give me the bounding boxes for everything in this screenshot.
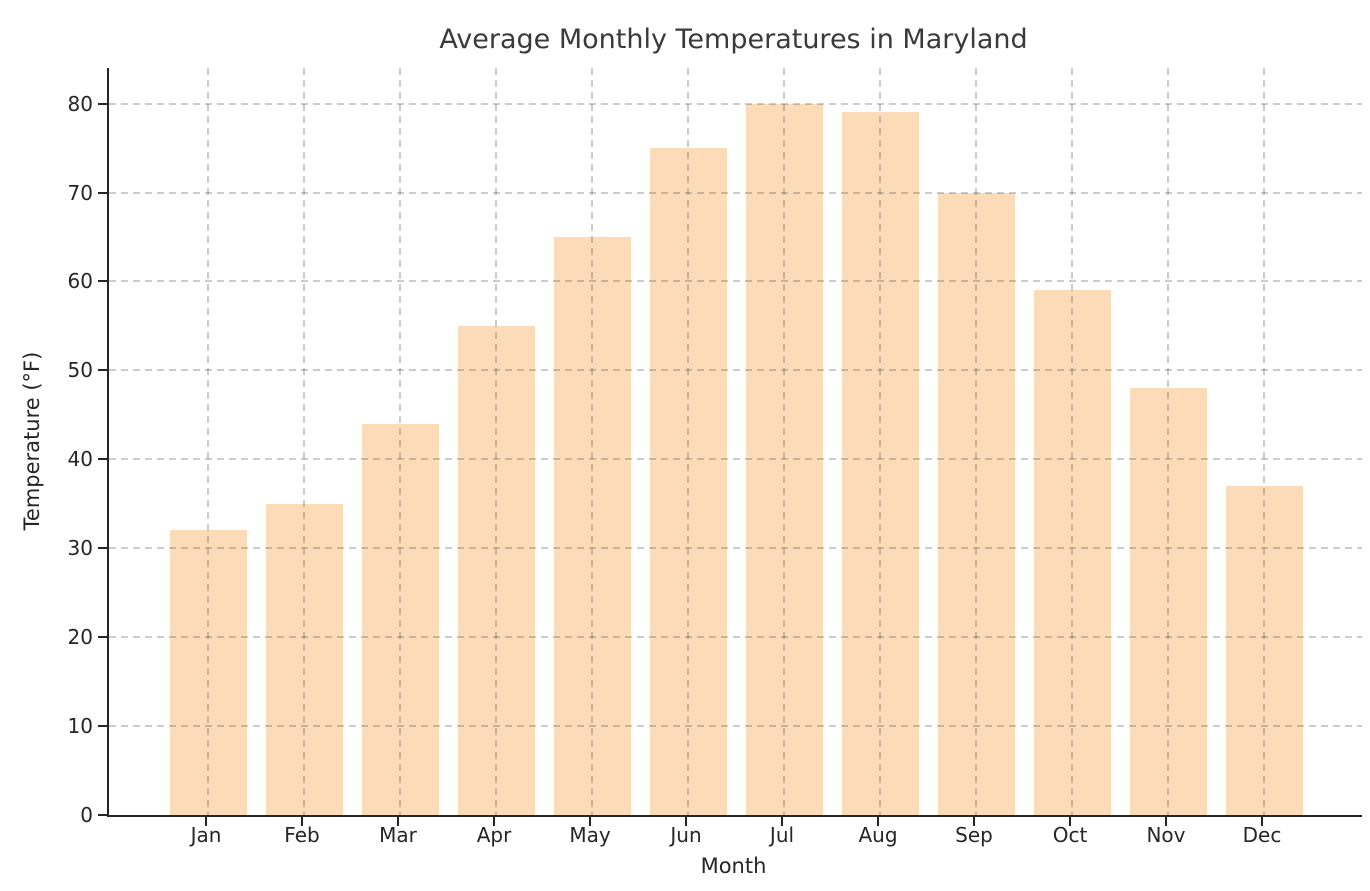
x-tick-mark-apr <box>493 817 495 826</box>
v-gridline-jan <box>207 68 209 815</box>
h-gridline-40 <box>109 458 1362 461</box>
v-gridline-nov <box>1167 68 1169 815</box>
x-tick-mark-feb <box>301 817 303 826</box>
x-tick-mark-jul <box>781 817 783 826</box>
x-tick-mark-oct <box>1069 817 1071 826</box>
x-tick-label-dec: Dec <box>1242 823 1282 847</box>
h-gridline-60 <box>109 280 1362 283</box>
x-tick-mark-may <box>589 817 591 826</box>
h-gridline-10 <box>109 725 1362 728</box>
x-tick-label-mar: Mar <box>379 823 417 847</box>
y-tick-label-70: 70 <box>67 180 93 205</box>
x-tick-label-feb: Feb <box>284 823 320 847</box>
y-tick-label-0: 0 <box>80 803 93 827</box>
y-tick-mark-10 <box>98 725 107 728</box>
bar-mar <box>361 423 439 815</box>
x-tick-label-may: May <box>569 823 611 847</box>
plot-area <box>107 68 1362 817</box>
y-tick-label-40: 40 <box>67 447 93 472</box>
x-tick-mark-jun <box>685 817 687 826</box>
chart-title: Average Monthly Temperatures in Maryland <box>439 24 1028 55</box>
bar-nov <box>1129 388 1207 815</box>
x-tick-label-apr: Apr <box>476 823 512 847</box>
y-tick-mark-30 <box>98 547 107 550</box>
y-tick-mark-20 <box>98 636 107 639</box>
y-tick-label-10: 10 <box>67 714 93 739</box>
v-gridline-jul <box>783 68 785 815</box>
y-tick-label-80: 80 <box>67 91 93 116</box>
y-tick-mark-70 <box>98 191 107 194</box>
bar-apr <box>457 325 535 815</box>
v-gridline-may <box>591 68 593 815</box>
bar-oct <box>1033 290 1111 815</box>
y-tick-label-50: 50 <box>67 358 93 383</box>
x-tick-label-sep: Sep <box>955 823 993 847</box>
x-tick-label-oct: Oct <box>1052 823 1088 847</box>
bar-may <box>553 236 631 815</box>
y-tick-mark-50 <box>98 369 107 372</box>
h-gridline-50 <box>109 369 1362 372</box>
y-tick-mark-60 <box>98 280 107 283</box>
y-tick-label-20: 20 <box>67 625 93 650</box>
v-gridline-mar <box>399 68 401 815</box>
x-tick-label-jan: Jan <box>190 823 222 847</box>
x-tick-mark-mar <box>397 817 399 826</box>
v-gridline-apr <box>495 68 497 815</box>
bar-jul <box>745 103 823 815</box>
h-gridline-20 <box>109 636 1362 639</box>
v-gridline-dec <box>1263 68 1265 815</box>
x-tick-label-aug: Aug <box>858 823 898 847</box>
x-tick-label-jul: Jul <box>769 823 795 847</box>
y-tick-mark-80 <box>98 102 107 105</box>
bar-jan <box>169 530 247 815</box>
v-gridline-oct <box>1071 68 1073 815</box>
v-gridline-aug <box>879 68 881 815</box>
x-tick-mark-sep <box>973 817 975 826</box>
bar-dec <box>1225 485 1303 815</box>
x-tick-label-jun: Jun <box>670 823 702 847</box>
bar-sep <box>937 192 1015 815</box>
y-tick-label-60: 60 <box>67 269 93 294</box>
x-tick-label-nov: Nov <box>1146 823 1186 847</box>
bar-aug <box>841 112 919 815</box>
x-tick-mark-nov <box>1165 817 1167 826</box>
x-tick-mark-jan <box>205 817 207 826</box>
y-tick-label-30: 30 <box>67 536 93 561</box>
bar-jun <box>649 148 727 815</box>
v-gridline-jun <box>687 68 689 815</box>
x-tick-mark-dec <box>1261 817 1263 826</box>
h-gridline-80 <box>109 102 1362 105</box>
v-gridline-feb <box>303 68 305 815</box>
y-tick-mark-0 <box>98 814 107 816</box>
h-gridline-30 <box>109 547 1362 550</box>
y-tick-mark-40 <box>98 458 107 461</box>
x-axis-label: Month <box>700 854 767 878</box>
h-gridline-70 <box>109 191 1362 194</box>
bar-feb <box>265 503 343 815</box>
x-tick-mark-aug <box>877 817 879 826</box>
v-gridline-sep <box>975 68 977 815</box>
